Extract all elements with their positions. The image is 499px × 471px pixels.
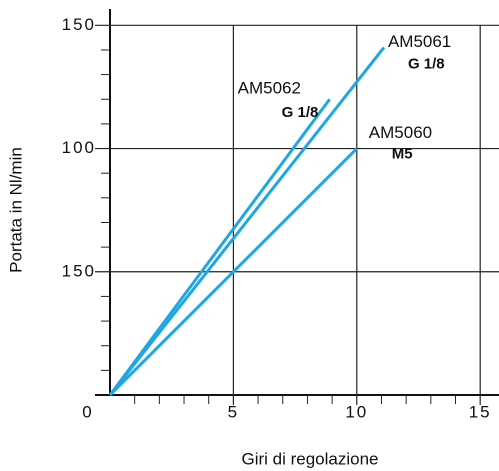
x-tick-label: 5 — [228, 402, 239, 421]
series-label: AM5061 — [388, 32, 451, 51]
series-line — [108, 98, 331, 396]
series-label: AM5062 — [238, 79, 301, 98]
series-annotation: G 1/8 — [282, 104, 319, 121]
series-annotation: M5 — [392, 146, 413, 163]
x-tick-label: 15 — [469, 402, 492, 421]
series-annotation: G 1/8 — [408, 55, 445, 72]
y-tick-label: 100 — [62, 138, 96, 157]
series-line — [108, 46, 386, 396]
y-tick-label: 150 — [62, 15, 96, 34]
x-axis-label: Giri di regolazione — [241, 449, 378, 468]
series-line — [108, 147, 358, 397]
y-tick-label: 150 — [62, 261, 96, 280]
x-tick-label: 0 — [82, 402, 93, 421]
y-axis-label: Portata in Nl/min — [6, 147, 25, 273]
series-label: AM5060 — [369, 123, 432, 142]
x-tick-label: 10 — [345, 402, 368, 421]
